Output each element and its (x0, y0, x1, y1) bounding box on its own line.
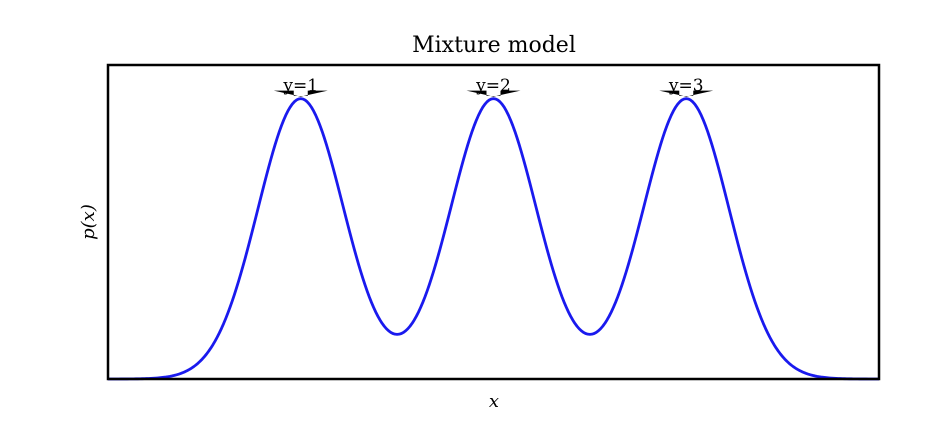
annotation-label-3: y=3 (668, 76, 704, 96)
density-curve (108, 97, 879, 381)
annotation-label-1: y=1 (282, 76, 318, 96)
x-axis-label: x (489, 391, 499, 412)
plot-frame (106, 63, 881, 381)
arrow-3 (659, 90, 714, 97)
chart-title: Mixture model (412, 33, 576, 58)
annotation-label-2: y=2 (475, 76, 511, 96)
arrow-1 (273, 90, 328, 97)
arrow-2 (466, 90, 521, 97)
y-axis-label: p(x) (78, 204, 99, 240)
annotation-group: y=1 y=2 y=3 (273, 76, 714, 97)
